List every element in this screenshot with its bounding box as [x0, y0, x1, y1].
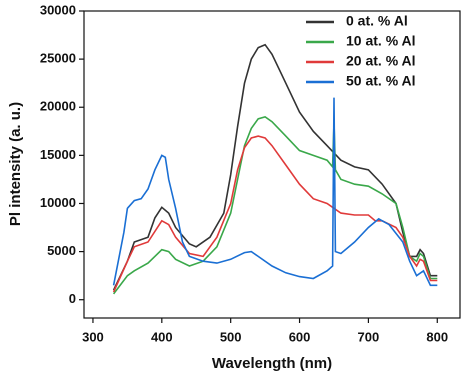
- data-line: [112, 43, 438, 291]
- y-tick-label: 30000: [40, 2, 76, 17]
- y-tick-label: 20000: [40, 99, 76, 114]
- plot-frame: [83, 10, 461, 319]
- y-tick-label: 0: [69, 291, 76, 306]
- legend-label: 10 at. % Al: [346, 33, 416, 49]
- x-axis-label: Wavelength (nm): [212, 355, 332, 372]
- y-axis-label: Pl intensity (a. u.): [7, 102, 24, 226]
- legend-label: 20 at. % Al: [346, 53, 416, 69]
- legend-label: 0 at. % Al: [346, 13, 408, 29]
- x-tick-label: 500: [220, 329, 242, 344]
- y-tick-label: 15000: [40, 147, 76, 162]
- x-tick-label: 800: [426, 329, 448, 344]
- data-line: [112, 97, 438, 287]
- y-tick-label: 10000: [40, 195, 76, 210]
- data-line: [112, 135, 438, 293]
- y-tick-label: 5000: [47, 243, 76, 258]
- y-tick-label: 25000: [40, 51, 76, 66]
- x-tick-label: 600: [289, 329, 311, 344]
- x-tick-label: 400: [151, 329, 173, 344]
- x-tick-label: 700: [358, 329, 380, 344]
- x-tick-label: 300: [82, 329, 104, 344]
- legend-label: 50 at. % Al: [346, 73, 416, 89]
- data-line: [112, 116, 438, 295]
